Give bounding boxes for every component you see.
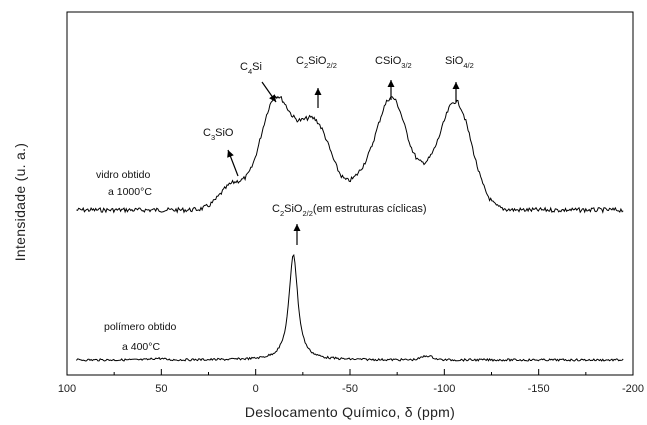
peak-label-base-1: C xyxy=(240,61,248,73)
peak-label-sub-5: 2 xyxy=(280,209,284,218)
trace-label-polymer-line-1: polímero obtido xyxy=(104,321,177,333)
peak-arrow-head-5 xyxy=(293,224,301,231)
peak-label-4: SiO4/2 xyxy=(445,55,474,70)
peak-label-base-0: C xyxy=(203,127,211,139)
peak-arrow-head-3 xyxy=(387,80,395,87)
peak-label-rest-1: Si xyxy=(252,61,262,73)
peak-label-3: CSiO3/2 xyxy=(375,55,412,70)
peak-label-base-3: CSiO xyxy=(375,55,402,67)
peak-label-sub-1: 4 xyxy=(248,67,252,76)
peak-arrow-head-0 xyxy=(227,150,234,158)
x-axis-title: Deslocamento Químico, δ (ppm) xyxy=(245,404,455,420)
peak-label-base-5: C xyxy=(272,203,280,215)
x-tick-label-0: 100 xyxy=(58,383,76,395)
x-tick-label-2: 0 xyxy=(253,383,259,395)
x-tick-label-6: -200 xyxy=(622,383,644,395)
peak-label-2: C2SiO2/2 xyxy=(296,55,337,70)
peak-arrow-head-4 xyxy=(452,82,460,89)
peak-label-rest-sub-5: 2/2 xyxy=(302,209,312,218)
peak-arrow-head-2 xyxy=(314,88,322,95)
peak-label-base-4: SiO xyxy=(445,55,464,67)
peak-label-sub-3: 3/2 xyxy=(401,61,411,70)
x-tick-label-4: -100 xyxy=(433,383,455,395)
peak-label-5: C2SiO2/2(em estruturas cíclicas) xyxy=(272,203,427,218)
peak-arrow-head-1 xyxy=(269,94,276,102)
trace-glass-1000C xyxy=(76,95,624,214)
x-tick-label-1: 50 xyxy=(155,383,167,395)
trace-label-glass-line-2: a 1000°C xyxy=(108,186,152,198)
peak-label-rest-sub-2: 2/2 xyxy=(326,61,336,70)
y-axis-title: Intensidade (u. a.) xyxy=(12,143,28,262)
peak-label-rest-0: SiO xyxy=(215,127,234,139)
x-tick-label-5: -150 xyxy=(528,383,550,395)
peak-label-rest-5: SiO xyxy=(284,203,303,215)
x-tick-label-3: -50 xyxy=(342,383,358,395)
peak-label-sub-0: 3 xyxy=(211,133,215,142)
trace-label-polymer-line-2: a 400°C xyxy=(122,341,160,353)
peak-label-sub-2: 2 xyxy=(304,61,308,70)
peak-label-base-2: C xyxy=(296,55,304,67)
peak-label-1: C4Si xyxy=(240,61,262,76)
peak-label-sub-4: 4/2 xyxy=(463,61,473,70)
trace-polymer-400C xyxy=(76,253,624,362)
x-axis-ticks: 100 50 0 -50 -100 -150 -200 xyxy=(58,369,644,395)
peak-label-rest-2: SiO xyxy=(308,55,327,67)
peak-label-suffix-5: (em estruturas cíclicas) xyxy=(313,203,427,215)
peak-label-0: C3SiO xyxy=(203,127,234,142)
spectra-traces xyxy=(76,95,624,362)
trace-label-glass-line-1: vidro obtido xyxy=(96,169,150,181)
